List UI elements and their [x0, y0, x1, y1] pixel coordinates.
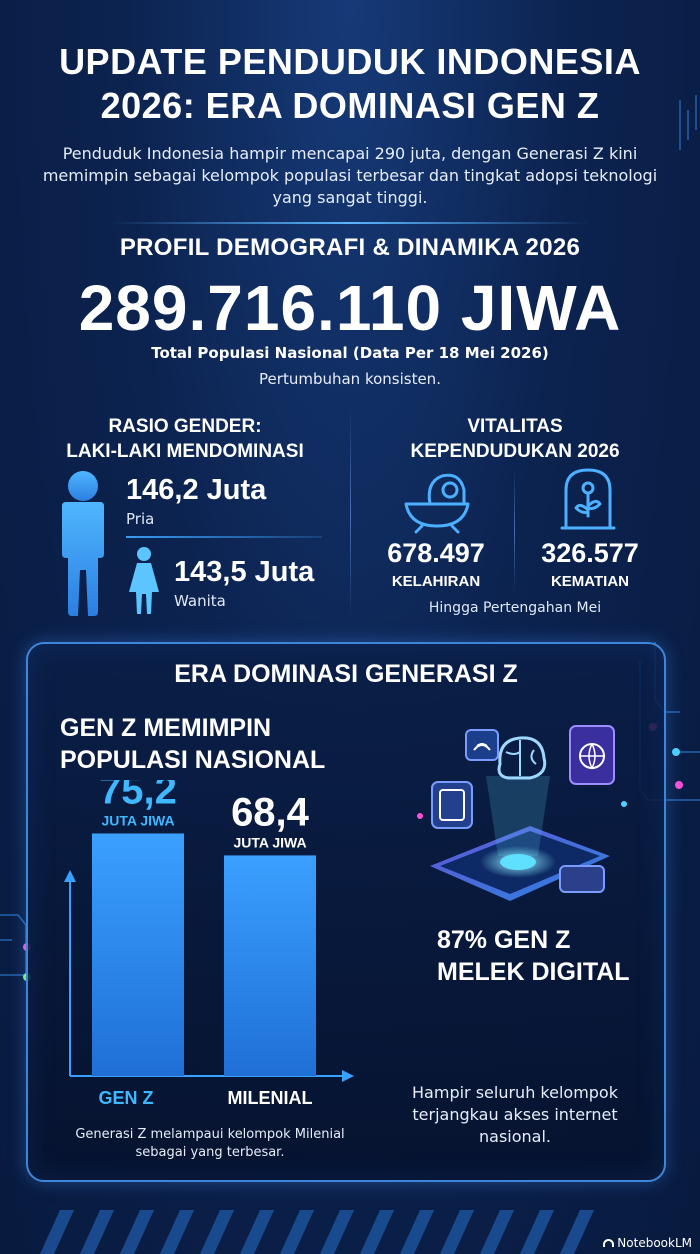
growth-note: Pertumbuhan konsisten.	[259, 370, 441, 388]
brand-label: NotebookLM	[617, 1236, 692, 1250]
bar-gen-z	[92, 833, 184, 1076]
memorial-flower-icon	[560, 468, 616, 530]
female-value: 143,5 Juta	[174, 556, 315, 588]
gender-heading-line-1: RASIO GENDER:	[108, 416, 262, 437]
baby-bassinet-icon	[404, 473, 470, 534]
category-label-milenial: MILENIAL	[228, 1088, 313, 1108]
female-person-icon	[129, 547, 159, 614]
header-divider	[110, 222, 590, 224]
bar-value-gen-z: 75,2	[99, 780, 177, 812]
male-label: Pria	[126, 510, 155, 528]
category-label-gen-z: GEN Z	[98, 1088, 153, 1108]
bar-milenial	[224, 855, 316, 1076]
bar-unit-gen-z: JUTA JIWA	[101, 812, 174, 828]
chart-heading: GEN Z MEMIMPIN POPULASI NASIONAL	[60, 712, 325, 776]
chart-heading-line-2: POPULASI NASIONAL	[60, 746, 326, 774]
phone-brain-illustration-icon	[417, 725, 627, 901]
vitality-heading-line-2: KEPENDUDUKAN 2026	[410, 441, 620, 462]
bar-value-milenial: 68,4	[231, 790, 310, 834]
births-label: KELAHIRAN	[391, 573, 481, 590]
chart-heading-line-1: GEN Z MEMIMPIN	[60, 714, 272, 742]
y-axis-arrow	[64, 870, 76, 882]
page-title: UPDATE PENDUDUK INDONESIA 2026: ERA DOMI…	[0, 40, 700, 128]
gender-heading-line-2: LAKI-LAKI MENDOMINASI	[66, 441, 304, 462]
x-axis-arrow	[342, 1070, 354, 1082]
chart-caption: Generasi Z melampaui kelompok Milenial s…	[75, 1127, 345, 1160]
gender-heading: RASIO GENDER: LAKI-LAKI MENDOMINASI	[40, 414, 330, 464]
vitality-heading: VITALITAS KEPENDUDUKAN 2026	[370, 414, 660, 464]
title-line-2: 2026: ERA DOMINASI GEN Z	[100, 85, 600, 126]
male-person-icon	[62, 471, 104, 616]
notebooklm-logo-icon	[603, 1239, 615, 1247]
female-label: Wanita	[174, 592, 226, 610]
bar-unit-milenial: JUTA JIWA	[233, 834, 306, 850]
vitality-heading-line-1: VITALITAS	[467, 416, 563, 437]
vitality-period-note: Hingga Pertengahan Mei	[428, 600, 602, 616]
page-subtitle: Penduduk Indonesia hampir mencapai 290 j…	[42, 144, 658, 207]
genz-panel-title: ERA DOMINASI GENERASI Z	[174, 660, 518, 688]
vitality-divider	[514, 468, 515, 592]
notebooklm-brand: NotebookLM	[603, 1236, 692, 1250]
gender-divider	[126, 536, 322, 538]
title-line-1: UPDATE PENDUDUK INDONESIA	[59, 41, 641, 82]
digital-literacy-heading: 87% GEN Z MELEK DIGITAL	[437, 924, 630, 988]
digital-literacy-line-1: 87% GEN Z	[437, 926, 571, 954]
total-population: 289.716.110 JIWA	[78, 272, 622, 344]
male-value: 146,2 Juta	[126, 474, 267, 506]
deaths-label: KEMATIAN	[550, 573, 630, 590]
births-value: 678.497	[387, 538, 485, 568]
internet-reach-note: Hampir seluruh kelompok terjangkau akses…	[412, 1083, 618, 1146]
deaths-value: 326.577	[541, 538, 639, 568]
digital-literacy-line-2: MELEK DIGITAL	[437, 958, 630, 986]
profile-heading: PROFIL DEMOGRAFI & DINAMIKA 2026	[119, 234, 581, 261]
total-population-note: Total Populasi Nasional (Data Per 18 Mei…	[151, 344, 549, 362]
columns-divider	[350, 408, 351, 618]
